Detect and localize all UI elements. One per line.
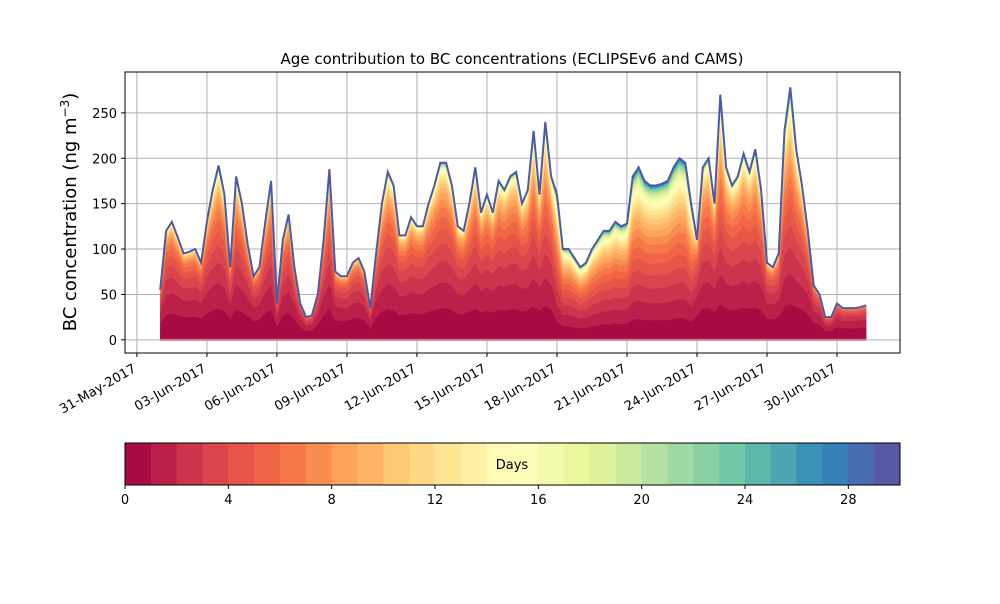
colorbar-bin [486,443,513,485]
colorbar-bin [564,443,591,485]
colorbar-bin [202,443,229,485]
colorbar-tick-label: 8 [328,493,336,508]
colorbar-tick-label: 12 [427,493,444,508]
colorbar-bin [280,443,307,485]
colorbar-bin [383,443,410,485]
x-tick-label: 09-Jun-2017 [272,361,349,414]
colorbar-bin [176,443,203,485]
x-tick-label: 03-Jun-2017 [132,361,209,414]
x-tick-label: 15-Jun-2017 [412,361,489,414]
colorbar-tick-label: 24 [737,493,754,508]
colorbar-bin [254,443,281,485]
colorbar-bin [693,443,720,485]
y-tick-label: 250 [92,107,117,122]
colorbar-bin [745,443,772,485]
y-axis-label-close: ) [60,93,81,100]
y-axis-label: BC concentration (ng m−3) [58,93,81,332]
colorbar-bin [615,443,643,485]
x-tick-label: 12-Jun-2017 [342,361,419,414]
plot-area: 0 50 100 150 200 250 31-May-201703-Jun-201706-… [57,71,901,417]
colorbar-bin [641,443,668,485]
y-tick-label: 100 [92,243,117,258]
y-tick-label: 50 [100,288,117,303]
chart-title: Age contribution to BC concentrations (E… [281,50,744,68]
x-tick-label: 24-Jun-2017 [622,361,699,414]
plot-frame [124,71,901,354]
colorbar-bin [667,443,694,485]
y-tick-label: 150 [92,198,117,213]
y-tick-label: 0 [109,334,117,349]
colorbar-bin [150,443,178,485]
colorbar-bin [460,443,488,485]
colorbar-bin [848,443,875,485]
x-tick-label: 18-Jun-2017 [482,361,559,414]
colorbar-frame [124,442,901,486]
colorbar-tick-label: 16 [530,493,547,508]
colorbar-tick-label: 20 [633,493,650,508]
x-tick-label: 31-May-2017 [57,361,139,417]
total-line [159,87,867,319]
colorbar-bin [874,443,901,485]
colorbar-bin [590,443,617,485]
colorbar-bin [719,443,746,485]
colorbar-bin [228,443,255,485]
colorbar-bin [770,443,798,485]
colorbar-tick-label: 4 [224,493,232,508]
y-tick-label: 200 [92,152,117,167]
y-axis-label-text: BC concentration (ng m [60,117,81,331]
colorbar: 0 4 8 12 16 20 24 28 [121,442,901,508]
colorbar-tick-label: 0 [121,493,129,508]
colorbar-bin [796,443,823,485]
age-layer-day-0 [160,304,867,340]
x-tick-label: 06-Jun-2017 [202,361,279,414]
colorbar-bin [125,443,152,485]
colorbar-bin [822,443,849,485]
x-tick-label: 21-Jun-2017 [552,361,629,414]
colorbar-label: Days [496,458,529,473]
colorbar-bin [409,443,436,485]
colorbar-bin [538,443,565,485]
colorbar-bin [512,443,539,485]
colorbar-tick-label: 28 [840,493,857,508]
y-axis-label-sup: −3 [58,100,72,118]
colorbar-bin [435,443,462,485]
colorbar-bin [357,443,384,485]
x-tick-label: 27-Jun-2017 [692,361,769,414]
colorbar-bin [305,443,333,485]
age-layers [159,87,867,341]
colorbar-bin [331,443,358,485]
x-tick-label: 30-Jun-2017 [762,361,839,414]
